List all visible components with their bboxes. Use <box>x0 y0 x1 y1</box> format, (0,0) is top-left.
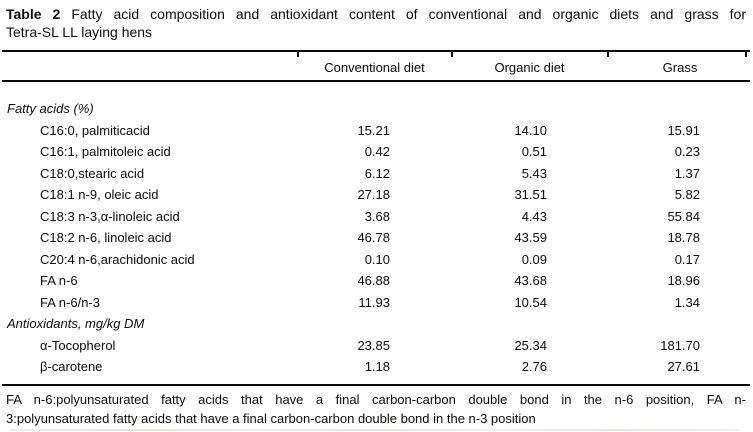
table-footnote: FA n-6:polyunsaturated fatty acids that … <box>6 390 746 428</box>
value-cell: 25.34 <box>514 337 547 353</box>
table-row: C18:3 n-3,α-linoleic acid 3.68 4.43 55.8… <box>0 206 753 228</box>
table-section-row: Antioxidants, mg/kg DM <box>0 313 753 335</box>
row-label: C18:3 n-3,α-linoleic acid <box>40 208 180 224</box>
value-cell: 23.85 <box>357 337 390 353</box>
value-cell: 15.21 <box>357 122 390 138</box>
row-label: α-Tocopherol <box>40 337 116 353</box>
value-cell: 6.12 <box>364 165 390 181</box>
value-cell: 1.37 <box>674 165 700 181</box>
value-cell: 10.54 <box>514 294 547 310</box>
value-cell: 46.78 <box>357 230 390 246</box>
value-cell: 0.51 <box>521 144 547 160</box>
column-divider-tick <box>745 52 747 57</box>
value-cell: 43.68 <box>514 273 547 289</box>
value-cell: 0.42 <box>364 144 390 160</box>
table-caption: Table 2 Fatty acid composition and antio… <box>6 6 746 41</box>
table-row: C16:0, palmiticacid 15.21 14.10 15.91 <box>0 120 753 142</box>
caption-line1: Table 2 Fatty acid composition and antio… <box>6 6 746 24</box>
footnote-line2: 3:polyunsaturated fatty acids that have … <box>6 411 536 426</box>
table-row: C18:2 n-6, linoleic acid 46.78 43.59 18.… <box>0 227 753 249</box>
table-row: β-carotene 1.18 2.76 27.61 <box>0 356 753 378</box>
column-header-conventional-diet: Conventional diet <box>324 60 425 75</box>
data-table-body: Fatty acids (%) C16:0, palmiticacid 15.2… <box>0 82 753 378</box>
table-row: FA n-6/n-3 11.93 10.54 1.34 <box>0 292 753 314</box>
bottom-rule <box>2 384 750 386</box>
table-row: C18:1 n-9, oleic acid 27.18 31.51 5.82 <box>0 184 753 206</box>
column-divider-tick <box>451 52 453 57</box>
value-cell: 181.70 <box>660 337 700 353</box>
column-divider-tick <box>607 52 609 57</box>
table-row: FA n-6 46.88 43.68 18.96 <box>0 270 753 292</box>
value-cell: 55.84 <box>667 208 700 224</box>
caption-text: Fatty acid composition and antioxidant c… <box>71 6 747 22</box>
table-row: α-Tocopherol 23.85 25.34 181.70 <box>0 335 753 357</box>
value-cell: 14.10 <box>514 122 547 138</box>
row-label: C16:1, palmitoleic acid <box>40 144 171 160</box>
header-rule <box>2 80 750 82</box>
table-header-row: Conventional diet Organic diet Grass <box>0 52 753 80</box>
caption-label: Table 2 <box>6 6 61 22</box>
value-cell: 5.82 <box>674 187 700 203</box>
row-label: C20:4 n-6,arachidonic acid <box>40 251 195 267</box>
caption-line2: Tetra-SL LL laying hens <box>6 23 153 40</box>
table-section-row: Fatty acids (%) <box>0 98 753 120</box>
value-cell: 5.43 <box>521 165 547 181</box>
value-cell: 1.34 <box>674 294 700 310</box>
column-divider-tick <box>297 52 299 57</box>
row-label: C18:1 n-9, oleic acid <box>40 187 159 203</box>
value-cell: 0.09 <box>521 251 547 267</box>
row-label: C18:2 n-6, linoleic acid <box>40 230 172 246</box>
value-cell: 27.61 <box>667 359 700 375</box>
value-cell: 31.51 <box>514 187 547 203</box>
value-cell: 11.93 <box>358 294 390 310</box>
value-cell: 15.91 <box>667 122 700 138</box>
value-cell: 4.43 <box>521 208 547 224</box>
value-cell: 3.68 <box>364 208 390 224</box>
table-row: C16:1, palmitoleic acid 0.42 0.51 0.23 <box>0 141 753 163</box>
value-cell: 0.17 <box>674 251 700 267</box>
table-row: C20:4 n-6,arachidonic acid 0.10 0.09 0.1… <box>0 249 753 271</box>
row-label: FA n-6 <box>40 273 78 289</box>
top-rule <box>2 50 750 52</box>
value-cell: 46.88 <box>357 273 390 289</box>
table-row: C18:0,stearic acid 6.12 5.43 1.37 <box>0 163 753 185</box>
scan-artifact-line <box>10 429 739 431</box>
row-label: FA n-6/n-3 <box>40 294 100 310</box>
value-cell: 18.78 <box>667 230 700 246</box>
value-cell: 27.18 <box>357 187 390 203</box>
value-cell: 1.18 <box>364 359 390 375</box>
row-label: C18:0,stearic acid <box>40 165 145 181</box>
column-header-grass: Grass <box>662 60 698 75</box>
value-cell: 18.96 <box>667 273 700 289</box>
row-label: Antioxidants, mg/kg DM <box>7 316 145 332</box>
row-label: Fatty acids (%) <box>7 101 94 117</box>
footnote-line1: FA n-6:polyunsaturated fatty acids that … <box>6 392 746 407</box>
value-cell: 2.76 <box>521 359 547 375</box>
value-cell: 43.59 <box>514 230 547 246</box>
column-header-organic-diet: Organic diet <box>494 60 565 75</box>
value-cell: 0.10 <box>364 251 390 267</box>
value-cell: 0.23 <box>674 144 700 160</box>
row-label: β-carotene <box>40 359 103 375</box>
row-label: C16:0, palmiticacid <box>40 122 150 138</box>
